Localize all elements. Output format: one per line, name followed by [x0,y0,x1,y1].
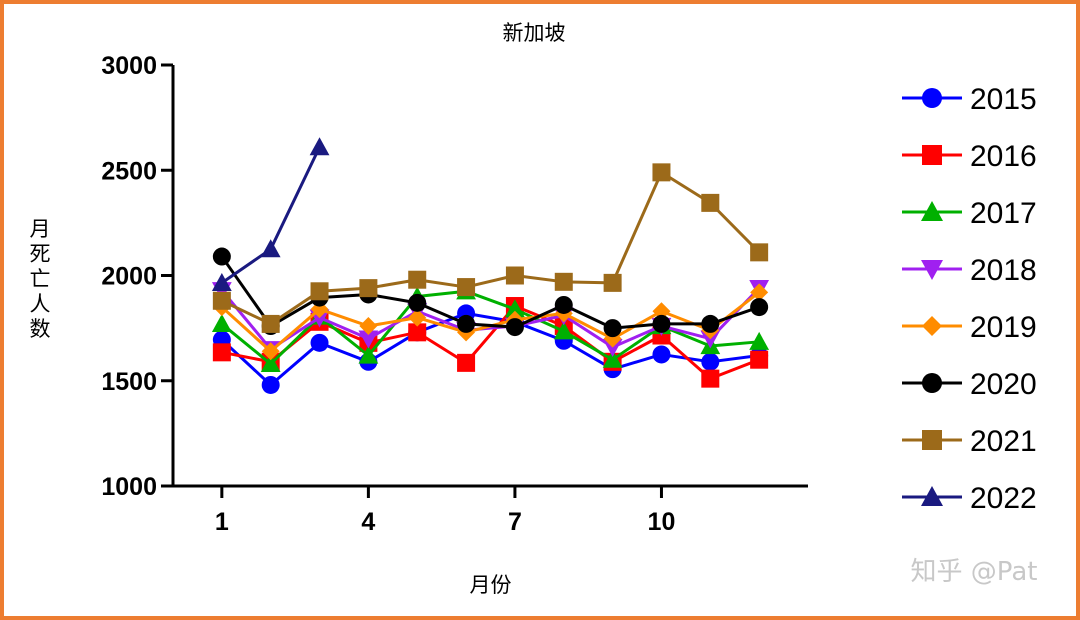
legend-label: 2019 [970,311,1037,344]
data-point-2016-5 [408,323,427,342]
data-point-2020-8 [554,295,573,314]
data-point-2021-8 [554,272,573,291]
data-point-2017-12 [749,331,770,350]
data-point-2021-1 [212,291,231,310]
series-2020 [212,247,769,338]
data-point-2020-10 [652,314,671,333]
data-point-2019-4 [359,317,378,336]
data-point-2021-7 [505,266,524,285]
series-2021 [212,163,769,333]
y-tick-label: 2000 [101,263,157,291]
data-point-2016-11 [701,369,720,388]
legend-marker [921,260,943,280]
legend-label: 2015 [970,83,1037,116]
legend-label: 2017 [970,197,1037,230]
legend-label: 2020 [970,368,1037,401]
line-chart: 新加坡 知乎 @Pat 1000 1500 2000 2500 3000 1 4 7 10 月份 月… [30,21,1038,597]
series-2019 [212,283,769,361]
y-tick-label: 1500 [101,368,157,396]
legend-label: 2022 [970,482,1037,515]
data-point-2017-9 [602,349,623,368]
y-tick-label: 1000 [101,473,157,501]
legend-marker [922,88,942,108]
legend-marker [922,316,942,336]
series-2022 [211,137,330,291]
axes: 1000 1500 2000 2500 3000 1 4 7 10 月份 月死亡人数 [30,52,808,597]
data-point-2017-2 [260,354,281,373]
legend-label: 2021 [970,425,1037,458]
data-point-2019-12 [750,283,769,302]
series-line-2018 [220,287,761,351]
data-point-2019-5 [408,308,427,327]
data-point-2020-12 [750,298,769,317]
plot-area [211,137,770,394]
data-point-2022-1 [211,272,232,291]
legend-item-2019: 2019 [902,311,1037,344]
legend-label: 2018 [970,254,1037,287]
legend-marker [921,201,943,221]
y-tick-label: 2500 [101,157,157,185]
data-point-2019-10 [652,302,671,321]
data-point-2021-12 [750,243,769,262]
chart-title: 新加坡 [503,21,566,45]
data-point-2020-9 [603,319,622,338]
legend-item-2021: 2021 [902,425,1037,458]
data-point-2017-8 [553,321,574,340]
data-point-2018-9 [602,338,623,357]
data-point-2015-3 [310,333,329,352]
data-point-2022-2 [260,239,281,258]
x-tick-label: 4 [361,508,375,536]
data-point-2021-4 [359,279,378,298]
data-point-2018-4 [358,330,379,349]
legend-label: 2016 [970,140,1037,173]
legend-item-2020: 2020 [902,368,1037,401]
data-point-2017-7 [505,299,525,318]
x-tick-label: 7 [508,508,522,536]
legend-marker [922,430,942,450]
series-line-2022 [220,146,321,285]
data-point-2021-3 [310,282,329,301]
data-point-2015-11 [701,352,720,371]
watermark: 知乎 @Pat [911,557,1038,587]
data-point-2021-9 [603,273,622,292]
legend-marker [921,486,943,506]
legend-item-2018: 2018 [902,254,1037,287]
x-axis-label: 月份 [470,573,512,597]
legend-item-2016: 2016 [902,140,1037,173]
data-point-2020-1 [212,247,231,266]
data-point-2020-7 [505,318,524,337]
data-point-2020-11 [701,314,720,333]
data-point-2021-2 [261,314,280,333]
data-point-2018-11 [700,330,721,349]
legend-marker [922,145,942,165]
x-tick-label: 1 [215,508,229,536]
y-tick-label: 3000 [101,52,157,80]
data-point-2022-3 [309,137,330,156]
data-point-2020-5 [408,293,427,312]
data-point-2021-10 [652,163,671,182]
data-point-2016-6 [457,353,476,372]
legend-item-2022: 2022 [902,482,1037,515]
data-point-2016-12 [750,350,769,369]
legend-item-2015: 2015 [902,83,1037,116]
data-point-2017-1 [211,314,232,333]
y-axis-label: 月死亡人数 [30,217,51,341]
data-point-2021-11 [701,193,720,212]
data-point-2016-1 [212,343,231,362]
series-2015 [212,304,769,394]
legend: 2015 2016 2017 2018 2019 2020 2021 2022 [902,83,1037,515]
data-point-2021-6 [457,278,476,297]
data-point-2017-4 [358,345,379,364]
x-tick-label: 10 [648,508,676,536]
data-point-2015-10 [652,345,671,364]
data-point-2020-6 [457,314,476,333]
legend-marker [922,373,942,393]
data-point-2021-5 [408,270,427,289]
legend-item-2017: 2017 [902,197,1037,230]
data-point-2019-2 [261,342,280,361]
data-point-2015-2 [261,375,280,394]
